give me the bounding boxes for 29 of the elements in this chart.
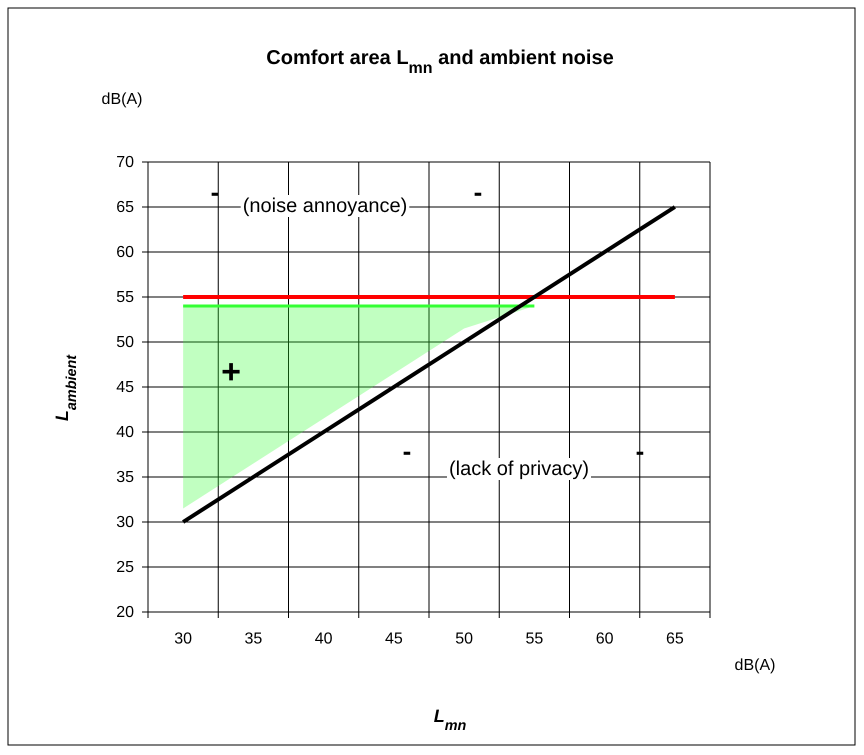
x-tick-label: 30	[174, 630, 192, 648]
text: dB(A)	[102, 91, 142, 108]
chart-title: Comfort area L$_{mn}$ and ambient noise	[266, 47, 614, 76]
x-tick-label: 40	[314, 630, 333, 648]
annotation: (noise annoyance)	[242, 195, 408, 217]
y-tick-label: 25	[116, 559, 134, 576]
y-tick-label: 40	[116, 424, 134, 442]
y-tick-label: 55	[116, 289, 134, 306]
x-tick-label: 50	[455, 630, 474, 648]
y-tick-label: 35	[116, 469, 134, 486]
annotation: -	[210, 177, 220, 207]
x-tick-label: 55	[525, 630, 544, 648]
text: dB(A)	[734, 657, 776, 674]
y-tick-label: 30	[116, 514, 134, 532]
y-tick-label: 70	[116, 154, 134, 172]
y-tick-label: 60	[116, 244, 134, 262]
y-tick-label: 20	[116, 604, 134, 622]
annotation: -	[402, 436, 412, 466]
x-axis-title: L$_{mn}$	[434, 706, 466, 734]
annotation: +	[221, 353, 241, 391]
y-tick-label: 65	[116, 199, 134, 216]
y-tick-label: 45	[116, 379, 134, 396]
x-tick-label: 35	[244, 630, 262, 648]
y-tick-label: 50	[116, 334, 134, 352]
x-tick-label: 65	[666, 630, 684, 648]
x-tick-label: 45	[384, 630, 403, 648]
x-tick-label: 60	[596, 630, 614, 648]
annotation: (lack of privacy)	[448, 458, 590, 480]
annotation: -	[474, 177, 482, 207]
